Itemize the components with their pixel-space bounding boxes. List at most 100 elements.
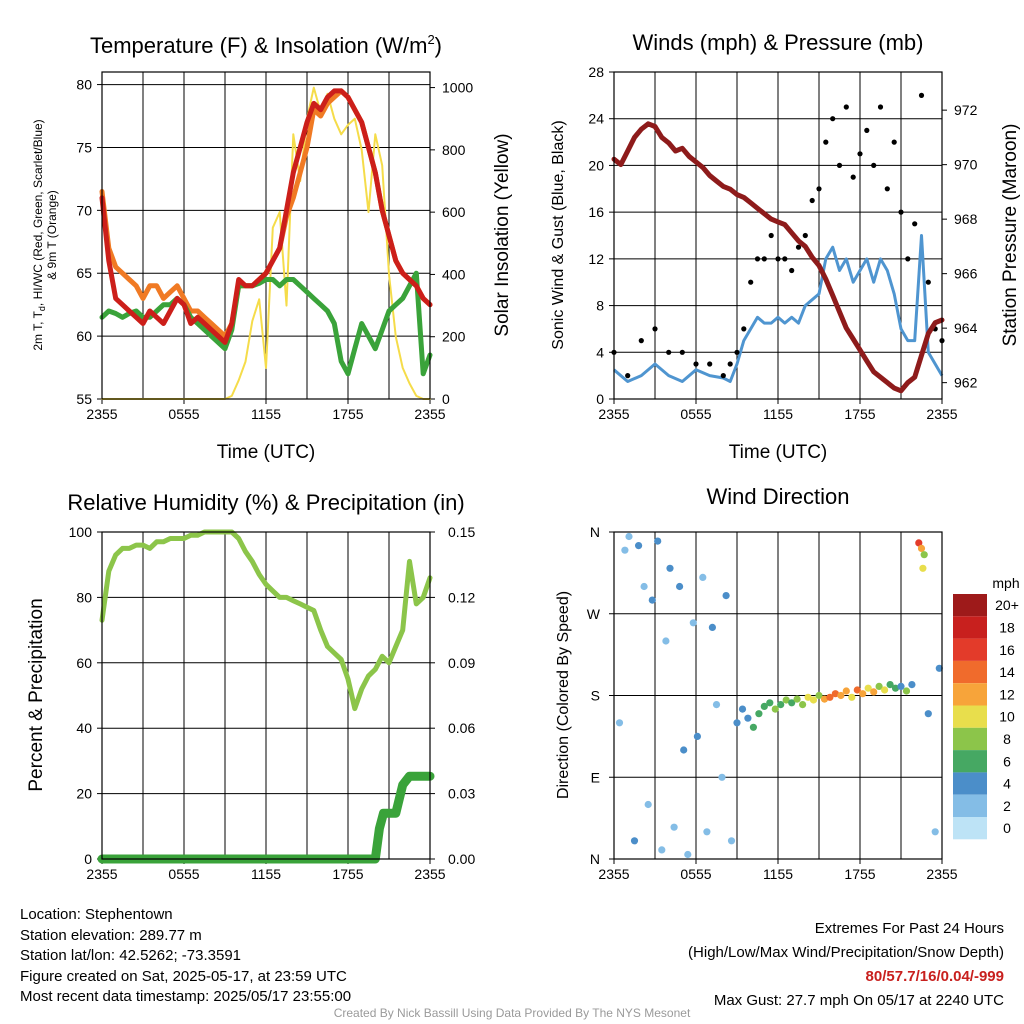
series-line-2 bbox=[99, 270, 433, 377]
x-tick-label: 1755 bbox=[844, 866, 875, 882]
gust-point bbox=[898, 209, 904, 215]
direction-point bbox=[749, 723, 758, 731]
gust-point bbox=[748, 279, 754, 285]
gust-point bbox=[850, 174, 856, 180]
direction-point bbox=[693, 732, 702, 741]
x-tick-label: 1155 bbox=[763, 866, 793, 882]
y2-tick-label: 600 bbox=[442, 204, 466, 220]
direction-point bbox=[703, 828, 711, 836]
wind-direction-title: Wind Direction bbox=[706, 484, 849, 509]
x-tick-label: 0555 bbox=[680, 866, 711, 882]
y-tick-label: 80 bbox=[76, 589, 92, 605]
direction-point bbox=[886, 681, 894, 689]
direction-point bbox=[902, 687, 911, 695]
gust-point bbox=[884, 186, 890, 192]
colorbar-label: 14 bbox=[999, 664, 1015, 680]
y2-tick-label: 0 bbox=[442, 391, 450, 407]
y-tick-label: 12 bbox=[588, 251, 604, 267]
gust-point bbox=[857, 151, 863, 157]
y-tick-label: E bbox=[591, 769, 600, 785]
y2-tick-label: 0.15 bbox=[448, 524, 475, 540]
direction-point bbox=[644, 800, 652, 809]
plot-frame bbox=[101, 71, 431, 400]
y2-tick-label: 966 bbox=[954, 266, 978, 282]
x-tick-label: 0555 bbox=[168, 406, 199, 422]
direction-point bbox=[908, 681, 916, 689]
gust-point bbox=[823, 139, 829, 145]
gust-point bbox=[768, 232, 774, 239]
colorbar-label: 12 bbox=[999, 686, 1015, 702]
extremes-values: 80/57.7/16/0.04/-999 bbox=[865, 968, 1004, 985]
x-tick-label: 2355 bbox=[926, 866, 957, 882]
y-tick-label: 100 bbox=[69, 524, 93, 540]
direction-point bbox=[738, 705, 747, 713]
gust-point bbox=[741, 326, 747, 332]
x-tick-label: 1155 bbox=[251, 406, 281, 422]
extremes-title: Extremes For Past 24 Hours bbox=[814, 920, 1004, 937]
temperature-xlabel: Time (UTC) bbox=[217, 442, 316, 463]
temperature-right-ylabel: Solar Insolation (Yellow) bbox=[492, 133, 513, 336]
direction-point bbox=[615, 719, 624, 727]
y2-tick-label: 0.09 bbox=[448, 655, 475, 671]
direction-point bbox=[891, 684, 900, 692]
gust-point bbox=[925, 279, 931, 285]
direction-point bbox=[842, 687, 850, 695]
gust-point bbox=[625, 373, 631, 379]
direction-point bbox=[654, 537, 662, 545]
humidity-line bbox=[99, 529, 433, 712]
gust-point bbox=[843, 104, 849, 110]
direction-point bbox=[924, 710, 932, 718]
figure-created: Figure created on Sat, 2025-05-17, at 23… bbox=[20, 967, 347, 985]
colorbar-label: 18 bbox=[999, 619, 1015, 635]
gust-point bbox=[666, 349, 672, 355]
colorbar-label: 8 bbox=[1003, 731, 1011, 747]
gust-point bbox=[707, 361, 713, 367]
gust-point bbox=[830, 116, 836, 122]
gust-point bbox=[816, 186, 822, 192]
station-latlon: Station lat/lon: 42.5262; -73.3591 bbox=[20, 947, 242, 964]
y2-tick-label: 200 bbox=[442, 329, 466, 345]
colorbar-swatch bbox=[953, 638, 987, 661]
x-tick-label: 1755 bbox=[332, 866, 363, 882]
y-tick-label: 75 bbox=[76, 139, 92, 155]
direction-point bbox=[625, 532, 633, 541]
x-tick-label: 2355 bbox=[598, 406, 629, 422]
plot-frame bbox=[613, 531, 943, 860]
winds-xlabel: Time (UTC) bbox=[729, 442, 828, 463]
gust-point bbox=[905, 256, 911, 262]
direction-point bbox=[662, 637, 670, 645]
gust-point bbox=[891, 139, 897, 145]
x-tick-label: 2355 bbox=[926, 406, 957, 422]
direction-point bbox=[689, 619, 697, 627]
y-tick-label: 8 bbox=[596, 298, 604, 314]
direction-point bbox=[859, 690, 867, 698]
x-tick-label: 1755 bbox=[332, 406, 363, 422]
y2-tick-label: 962 bbox=[954, 375, 978, 391]
direction-point bbox=[635, 542, 643, 550]
direction-point bbox=[853, 686, 861, 694]
colorbar-label: 0 bbox=[1003, 820, 1011, 836]
temperature-panel: Temperature (F) & Insolation (W/m2) 2355… bbox=[31, 32, 513, 463]
y-tick-label: 60 bbox=[76, 655, 92, 671]
y2-tick-label: 970 bbox=[954, 157, 978, 173]
gust-point bbox=[795, 244, 802, 250]
x-tick-label: 2355 bbox=[598, 866, 629, 882]
humidity-title: Relative Humidity (%) & Precipitation (i… bbox=[67, 490, 464, 515]
direction-point bbox=[875, 682, 883, 691]
gust-point bbox=[836, 162, 843, 168]
humidity-panel: Relative Humidity (%) & Precipitation (i… bbox=[26, 490, 475, 882]
y-tick-label: 70 bbox=[76, 202, 92, 218]
direction-point bbox=[718, 773, 726, 781]
y2-tick-label: 0.03 bbox=[448, 786, 475, 802]
gust-point bbox=[789, 267, 795, 274]
y-tick-label: 65 bbox=[76, 265, 92, 281]
colorbar-swatch bbox=[953, 794, 987, 817]
y-tick-label: 0 bbox=[596, 391, 604, 407]
direction-point bbox=[771, 705, 779, 713]
direction-point bbox=[621, 546, 629, 554]
colorbar-swatch bbox=[953, 594, 987, 617]
colorbar-label: 2 bbox=[1003, 798, 1011, 814]
colorbar-label: 20+ bbox=[995, 597, 1019, 613]
x-tick-label: 2355 bbox=[86, 406, 117, 422]
